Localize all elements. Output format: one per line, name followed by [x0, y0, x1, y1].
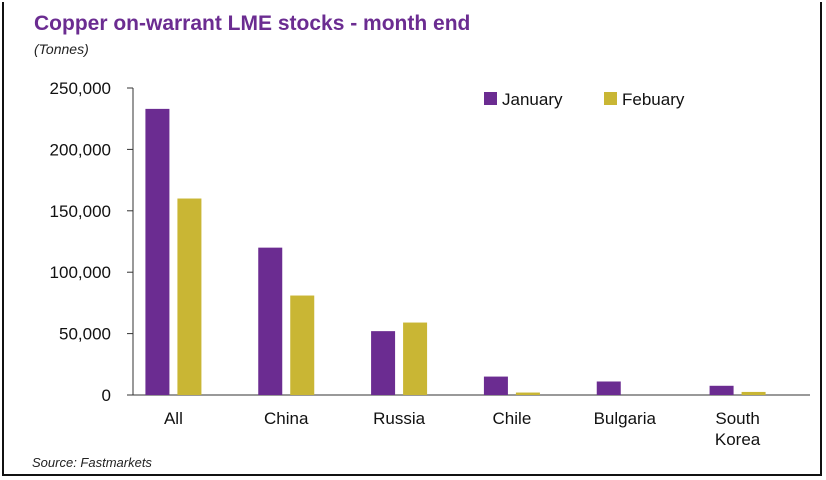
- x-category-label: Korea: [715, 430, 761, 449]
- bar-january-bulgaria: [596, 381, 621, 395]
- y-tick-label: 50,000: [59, 325, 111, 344]
- chart-subtitle: (Tonnes): [34, 41, 89, 57]
- bar-january-all: [145, 108, 170, 395]
- x-category-label: China: [264, 409, 309, 428]
- y-tick-label: 100,000: [50, 263, 111, 282]
- bar-febuary-china: [290, 295, 315, 395]
- bar-febuary-chile: [515, 392, 540, 395]
- bar-january-china: [258, 247, 283, 395]
- bar-january-south-korea: [709, 385, 734, 395]
- y-tick-label: 200,000: [50, 140, 111, 159]
- y-tick-label: 150,000: [50, 202, 111, 221]
- bar-febuary-russia: [403, 322, 428, 395]
- chart-source: Source: Fastmarkets: [32, 455, 152, 470]
- x-category-label: All: [164, 409, 183, 428]
- bar-febuary-south-korea: [741, 391, 766, 395]
- chart-title: Copper on-warrant LME stocks - month end: [34, 12, 471, 35]
- legend-label-febuary: Febuary: [622, 90, 685, 109]
- y-tick-label: 250,000: [50, 79, 111, 98]
- legend-swatch-january: [484, 92, 497, 105]
- x-category-label: South: [715, 409, 759, 428]
- x-category-label: Russia: [373, 409, 426, 428]
- bar-febuary-all: [177, 198, 202, 395]
- bar-january-russia: [371, 331, 396, 395]
- x-category-label: Chile: [493, 409, 532, 428]
- legend-swatch-febuary: [604, 92, 617, 105]
- x-category-label: Bulgaria: [594, 409, 657, 428]
- legend-label-january: January: [502, 90, 563, 109]
- y-tick-label: 0: [102, 386, 111, 405]
- bar-january-chile: [483, 376, 508, 395]
